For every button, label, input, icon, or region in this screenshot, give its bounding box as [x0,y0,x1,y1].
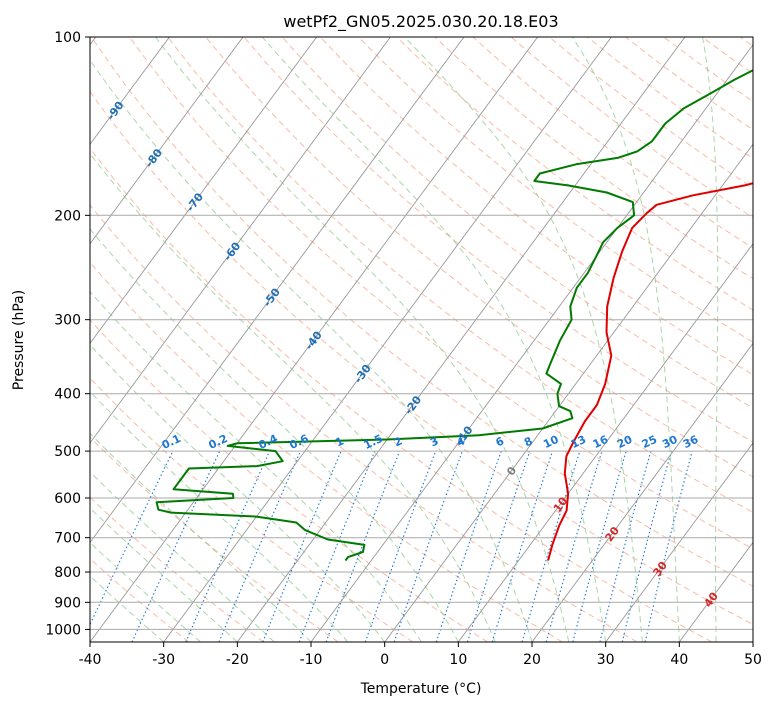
isotherm-line [90,37,244,245]
y-tick-label: 400 [54,387,81,403]
dry-adiabat-line [358,37,753,343]
isotherms [90,37,753,642]
isotherm-line [310,43,753,642]
y-tick-label: 800 [54,565,81,581]
mixing-ratio-line [262,450,342,642]
mixing-ratio-line [621,450,672,642]
moist-adiabat-line [261,37,607,642]
x-tick-label: 10 [449,652,467,668]
y-tick-label: 1000 [45,622,81,638]
y-tick-label: 500 [54,444,81,460]
x-tick-label: -20 [226,652,249,668]
x-axis-label: Temperature (°C) [360,681,482,697]
isotherm-line [90,37,539,642]
moist-adiabat-line [90,507,238,642]
x-tick-label: -30 [152,652,175,668]
mixing-ratio-label: 30 [660,433,680,451]
moist-adiabat-line [702,37,719,642]
plot-frame [89,36,754,643]
dry-adiabat-line [90,204,638,642]
mixing-ratio-line [185,450,271,642]
y-tick-label: 600 [54,491,81,507]
sounding-series [155,69,753,562]
mixing-ratio-line [218,450,302,642]
x-tick-label: -10 [300,652,323,668]
chart-title: wetPf2_GN05.2025.030.20.18.E03 [283,12,558,32]
y-axis-ticks: 100 200 300 400 500 600 700 800 900 1000 [45,30,90,638]
x-tick-label: -40 [79,652,102,668]
moist-adiabat-line [571,37,680,642]
y-tick-label: 200 [54,208,81,224]
y-axis-label: Pressure (hPa) [11,290,27,390]
isotherm-line [90,37,391,444]
mixing-ratio-line [325,450,401,642]
dry-adiabat-line [319,37,753,376]
dry-adiabat-line [90,261,563,642]
mixing-ratio-label: 10 [541,433,561,451]
mixing-ratio-label: 13 [569,433,588,451]
dry-adiabat-line [90,90,753,626]
mixing-ratio-line [298,450,376,642]
dry-adiabat-line [90,37,753,587]
mixing-ratio-line [572,450,627,642]
moist-adiabat-line [155,37,570,642]
moist-adiabat-line [404,37,643,642]
x-tick-label: 40 [670,652,688,668]
dry-adiabat-line [90,147,712,642]
mixing-ratio-line [364,450,437,642]
moist-adiabat-line [90,390,349,642]
isotherm-line [457,243,753,642]
temperature-line [547,182,753,561]
dewpoint-line [155,69,753,562]
mixing-ratio-line [545,450,603,642]
isotherm-line [90,37,465,544]
isotherm-line [90,37,318,345]
mixing-ratio-line [521,450,581,642]
x-tick-label: 30 [597,652,615,668]
moist-adiabat-line [90,152,496,642]
y-tick-label: 300 [54,313,81,329]
mixing-ratio-line [599,450,652,642]
moist-adiabat-line [90,471,275,642]
dry-adiabat-line [396,37,753,311]
mixing-ratio-line [491,450,554,642]
x-axis-ticks: -40 -30 -20 -10 0 10 20 30 40 50 [79,642,762,668]
dry-adiabat-line [90,377,414,642]
mixing-ratio-line [466,450,531,642]
x-tick-label: 0 [380,652,389,668]
mixing-ratio-label: 36 [681,433,701,451]
mixing-ratio-line [435,450,502,642]
isotherm-line [605,442,753,642]
y-tick-label: 700 [54,531,81,547]
isotherm-line [236,37,686,642]
dry-adiabat-line [167,37,753,514]
mixing-ratio-label: 16 [591,433,611,451]
mixing-ratio-label: 25 [640,433,659,451]
moist-adiabat-line [90,228,459,642]
moist-adiabat-line [90,575,165,642]
moist-adiabat-line [90,541,201,642]
y-tick-label: 900 [54,595,81,611]
isotherm-line [163,37,612,642]
mixing-ratio-label: 20 [615,433,635,451]
isotherm-line [531,342,753,642]
y-tick-label: 100 [54,30,81,46]
x-tick-label: 20 [523,652,541,668]
moist-adiabat-line [90,290,422,642]
x-tick-label: 50 [744,652,762,668]
moist-adiabats [90,37,753,642]
isotherm-line [90,37,170,146]
moist-adiabat-line [90,344,386,642]
pressure-gridlines [90,37,753,630]
